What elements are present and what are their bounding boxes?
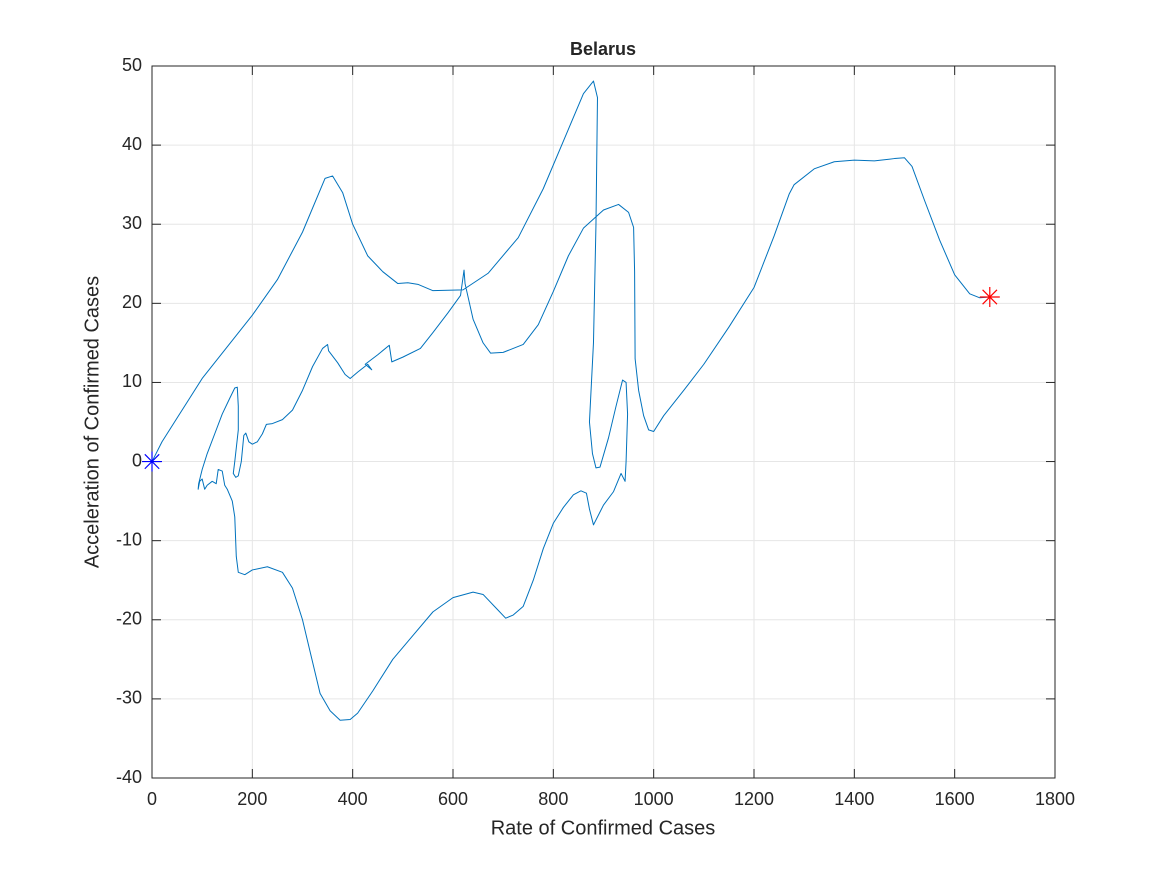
marker-stroke [982,289,998,305]
x-tick-label: 1000 [634,789,674,809]
x-tick-label: 400 [338,789,368,809]
marker-stroke [144,453,160,470]
y-tick-label: -40 [116,767,142,787]
y-tick-label: -20 [116,609,142,629]
y-tick-label: -10 [116,529,142,549]
y-tick-label: 50 [122,55,142,75]
y-tick-label: 30 [122,213,142,233]
y-tick-label: 10 [122,371,142,391]
marker [142,451,162,472]
chart-title: Belarus [570,39,636,59]
x-axis-label: Rate of Confirmed Cases [491,817,716,839]
x-tick-label: 600 [438,789,468,809]
x-tick-label: 0 [147,789,157,809]
x-tick-label: 1600 [935,789,975,809]
data-line [151,80,990,721]
y-tick-label: 0 [132,450,142,470]
x-tick-label: 1200 [734,789,774,809]
axes-box [151,65,1056,779]
y-axis-label: Acceleration of Confirmed Cases [81,276,103,568]
y-tick-label: 40 [122,134,142,154]
x-tick-label: 800 [538,789,568,809]
y-tick-label: -30 [116,688,142,708]
x-tick-label: 200 [237,789,267,809]
x-tick-label: 1400 [834,789,874,809]
x-tick-label: 1800 [1035,789,1075,809]
y-tick-label: 20 [122,292,142,312]
marker [979,287,1000,308]
